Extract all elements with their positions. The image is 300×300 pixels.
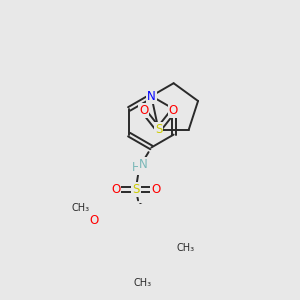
Text: CH₃: CH₃ [134,278,152,288]
Text: O: O [169,104,178,117]
Text: N: N [147,90,156,103]
Text: S: S [155,123,162,136]
Text: CH₃: CH₃ [177,243,195,253]
Text: S: S [132,183,140,196]
Text: CH₃: CH₃ [71,203,89,213]
Text: H: H [131,161,140,174]
Text: O: O [152,183,161,196]
Text: O: O [89,214,99,227]
Text: N: N [139,158,148,171]
Text: O: O [139,104,148,117]
Text: O: O [111,183,120,196]
